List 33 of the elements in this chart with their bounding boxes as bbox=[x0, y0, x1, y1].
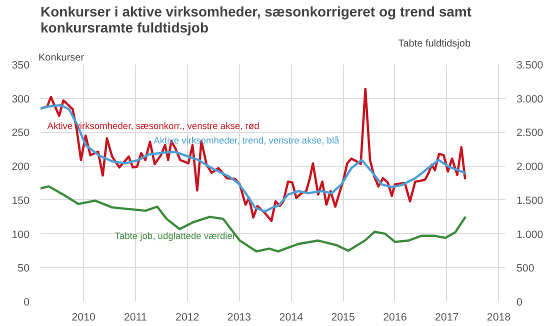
y-tick-label: 150 bbox=[12, 194, 30, 207]
y-tick-label: 250 bbox=[12, 127, 30, 140]
y2-tick-label: 3.500 bbox=[516, 60, 544, 72]
chart-title: Konkurser i aktive virksomheder, sæsonkorrigeret og trend samt konkursramte fuldtidsjob bbox=[40, 4, 472, 36]
x-tick-label: 2011 bbox=[124, 312, 148, 324]
line-series bbox=[40, 88, 466, 222]
y-tick-label: 300 bbox=[12, 93, 30, 106]
y2-tick-label: 2.000 bbox=[516, 161, 544, 174]
x-tick-label: 2015 bbox=[331, 312, 355, 324]
y-tick-label: 100 bbox=[12, 228, 30, 241]
y-tick-label: 200 bbox=[12, 161, 30, 174]
x-tick-label: 2016 bbox=[383, 312, 407, 324]
x-tick-label: 2018 bbox=[486, 312, 511, 324]
series-label: Tabte job, udglattede værdier bbox=[114, 230, 236, 241]
x-tick-label: 2010 bbox=[72, 312, 96, 324]
y2-axis-title: Tabte fuldtidsjob bbox=[398, 38, 471, 50]
x-tick-label: 2013 bbox=[227, 312, 252, 324]
y2-tick-label: 2.500 bbox=[516, 127, 544, 140]
y2-tick-label: 0 bbox=[516, 296, 522, 308]
x-tick-label: 2014 bbox=[279, 312, 304, 324]
y-axis-title: Konkurser bbox=[38, 52, 85, 64]
x-tick-label: 2017 bbox=[435, 312, 459, 324]
series-label: Aktive virksomheder, trend, venstre akse, blå bbox=[154, 135, 340, 146]
line-series bbox=[40, 185, 466, 253]
y-tick-label: 0 bbox=[24, 296, 30, 308]
x-tick-label: 2012 bbox=[176, 312, 200, 324]
y-tick-label: 350 bbox=[12, 60, 30, 72]
y2-tick-label: 1.000 bbox=[516, 228, 544, 241]
y2-tick-label: 500 bbox=[516, 262, 534, 275]
line-series bbox=[40, 104, 466, 213]
y2-tick-label: 3.000 bbox=[516, 93, 544, 106]
y-tick-label: 50 bbox=[18, 262, 30, 275]
y2-tick-label: 1.500 bbox=[516, 194, 544, 207]
